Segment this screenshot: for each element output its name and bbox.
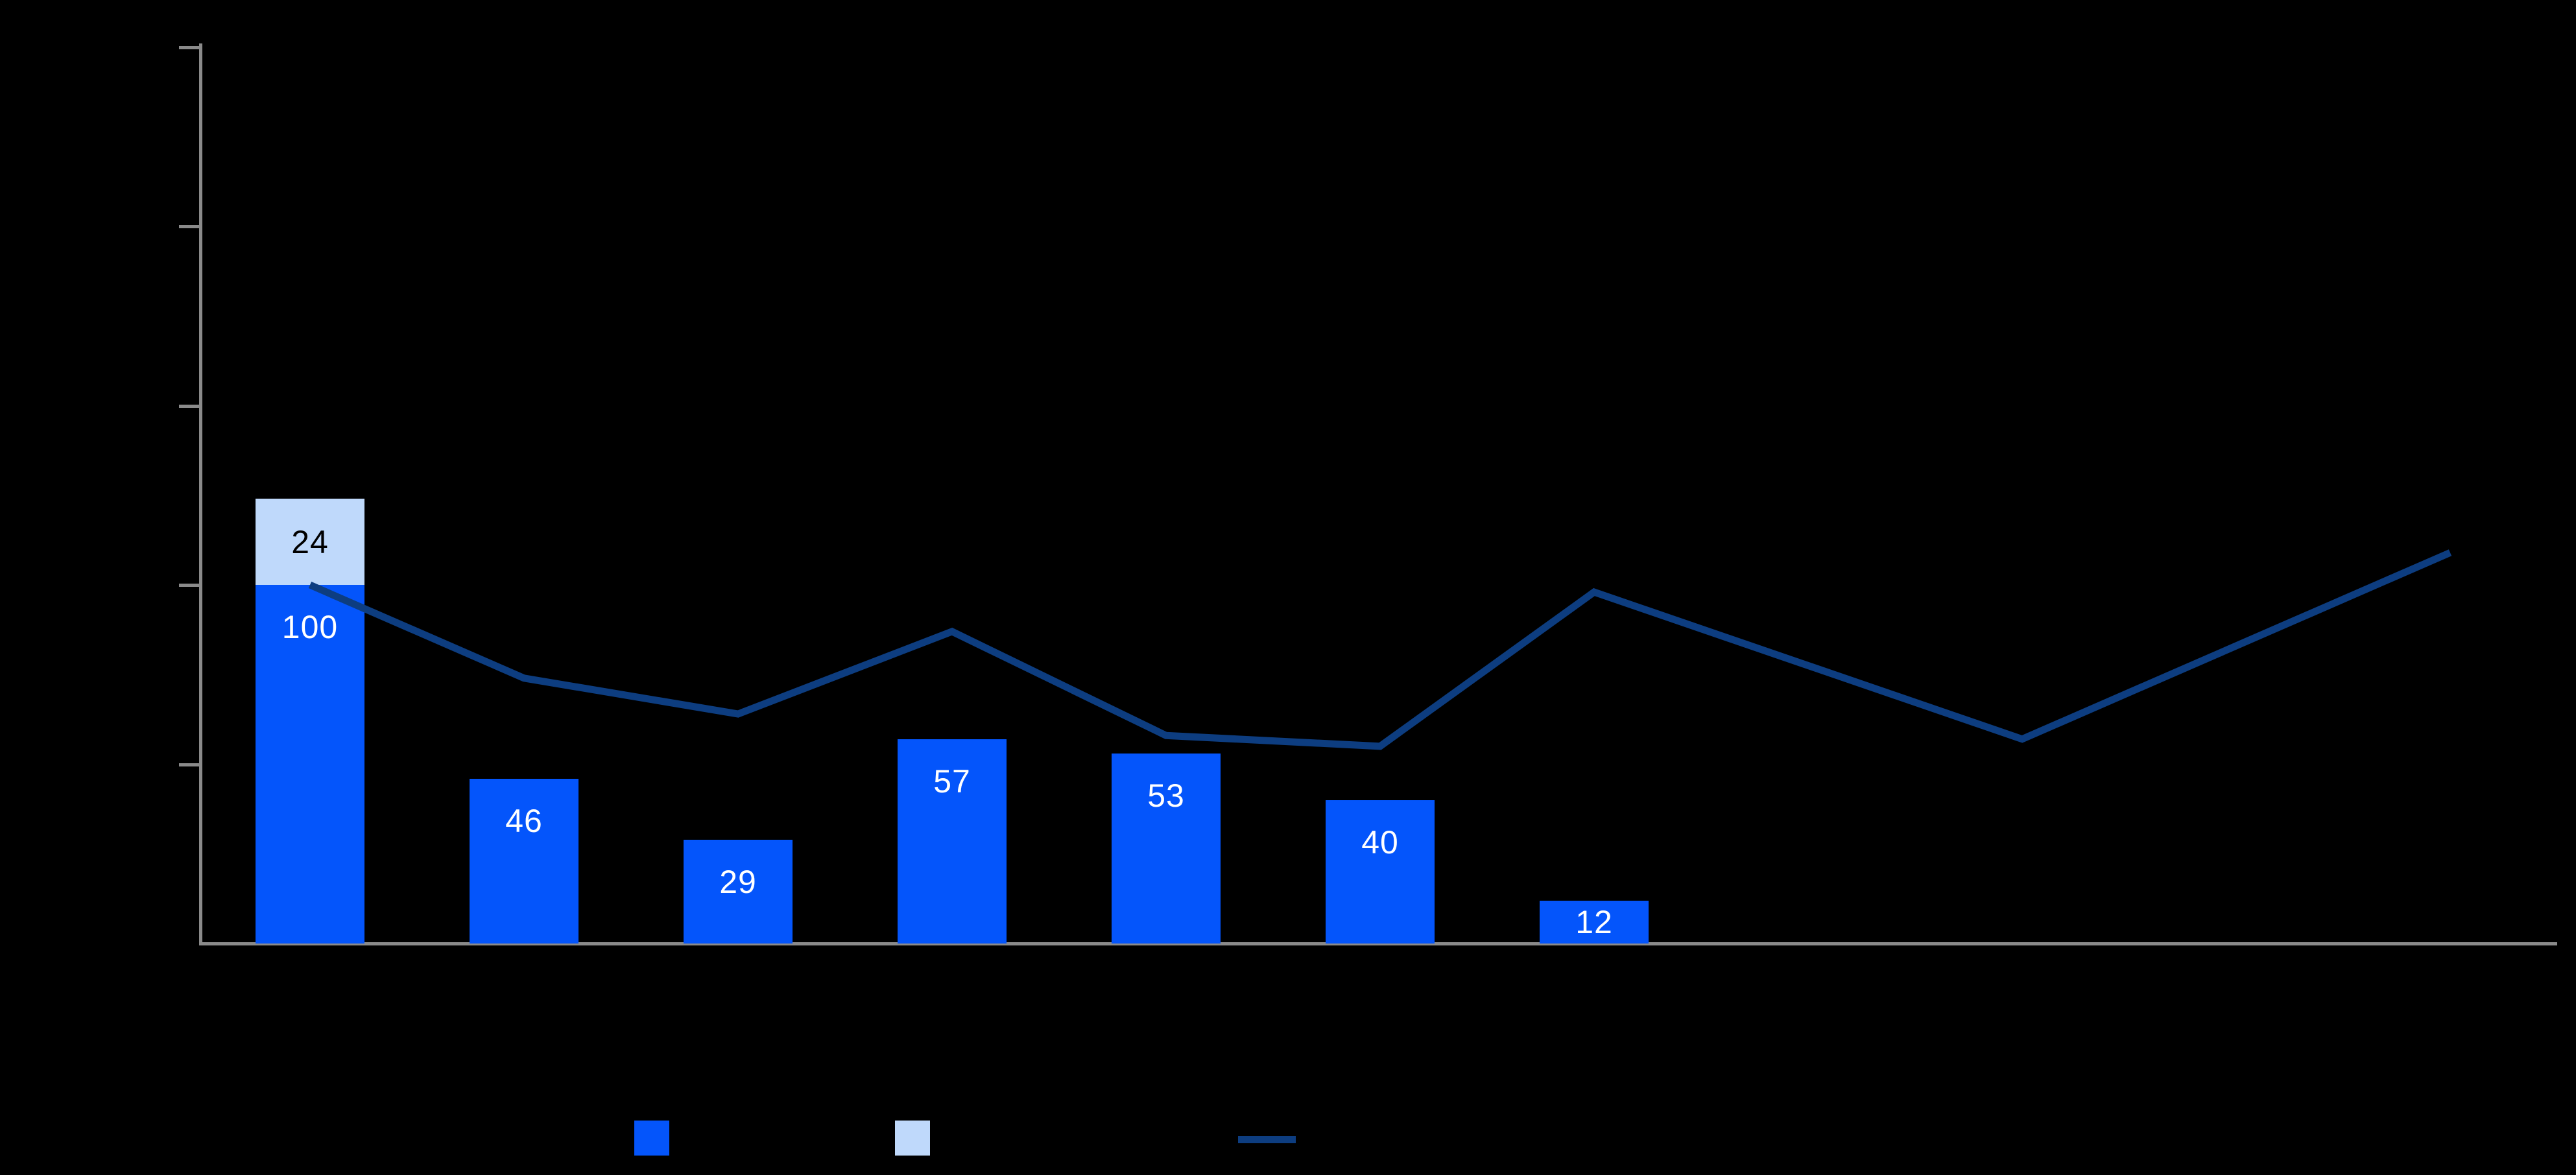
y-axis-tick-150 (179, 404, 202, 408)
y-axis-tick-100 (179, 584, 202, 587)
bar-7-value-label: 12 (1575, 903, 1613, 940)
bar-3-value-label: 29 (719, 863, 757, 900)
legend-swatch-primary-bars-square (634, 1121, 669, 1156)
y-axis-tick-250 (179, 45, 202, 49)
legend-swatch-secondary-bar-stacked-square (895, 1121, 930, 1156)
legend-swatch-trend-line-line (1238, 1136, 1296, 1143)
bar-4: 57 (898, 739, 1007, 944)
y-axis-line (199, 43, 202, 945)
bar-5-value-label: 53 (1147, 777, 1185, 814)
bar-2: 46 (470, 778, 578, 944)
y-axis-tick-50 (179, 763, 202, 766)
x-axis-line (199, 942, 2557, 945)
bar-5: 53 (1112, 753, 1221, 944)
bar-4-value-label: 57 (933, 763, 971, 800)
bar-6-value-label: 40 (1361, 824, 1399, 860)
bar-3: 29 (684, 839, 793, 944)
bar-7: 12 (1540, 900, 1649, 944)
y-axis-tick-200 (179, 225, 202, 228)
bar-2-value-label: 46 (505, 802, 543, 839)
bar-6: 40 (1326, 800, 1435, 944)
